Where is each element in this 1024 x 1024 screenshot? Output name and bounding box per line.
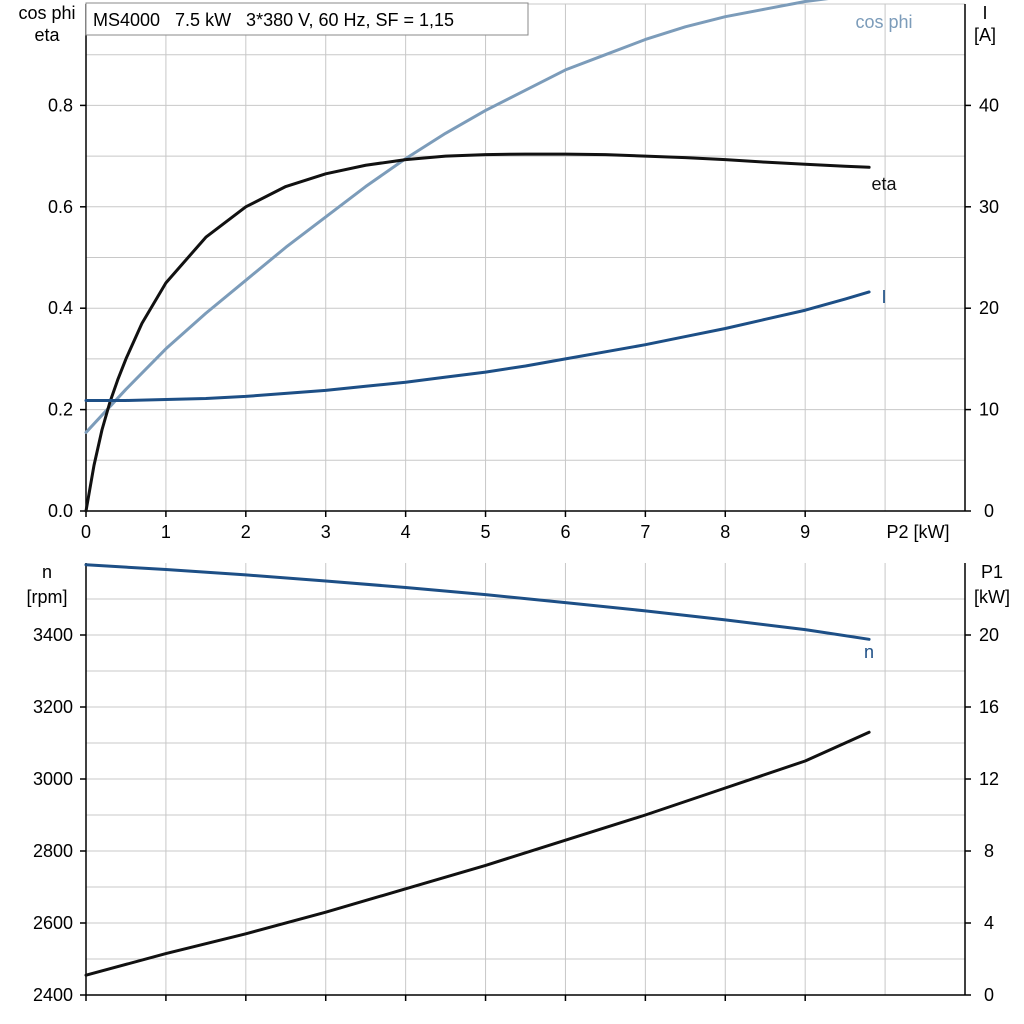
y-right-axis-label: [A]: [974, 25, 996, 45]
y-right-tick-label: 20: [979, 298, 999, 318]
y-right-tick-label: 4: [984, 913, 994, 933]
y-left-tick-label: 3000: [33, 769, 73, 789]
x-axis-label: P2 [kW]: [886, 522, 949, 542]
series-label-n: n: [864, 642, 874, 662]
lower-plot: 2400 2600 2800 3000 3200 3400 0 4 8 12 16 20 n [rpm] P…: [26, 562, 1010, 1005]
y-right-axis-label: P1: [981, 562, 1003, 582]
y-left-tick-label: 0.6: [48, 197, 73, 217]
y-left-tick-label: 3200: [33, 697, 73, 717]
y-right-tick-label: 0: [984, 985, 994, 1005]
series-line-cos-phi: [84, 0, 829, 434]
y-right-tick-label: 10: [979, 400, 999, 420]
y-right-tick-label: 0: [984, 501, 994, 521]
series-label-cos-phi: cos phi: [855, 12, 912, 32]
y-right-axis-label: I: [982, 3, 987, 23]
x-tick-label: 4: [401, 522, 411, 542]
y-right-axis-label: [kW]: [974, 587, 1010, 607]
y-left-tick-label: 0.8: [48, 95, 73, 115]
x-tick-label: 1: [161, 522, 171, 542]
series-label-i: I: [881, 287, 886, 307]
y-right-tick-label: 16: [979, 697, 999, 717]
y-right-tick-label: 8: [984, 841, 994, 861]
x-tick-label: 3: [321, 522, 331, 542]
series-line-i: [84, 290, 871, 402]
title-box: MS4000 7.5 kW 3*380 V, 60 Hz, SF = 1,15: [85, 2, 529, 36]
y-left-tick-label: 0.2: [48, 400, 73, 420]
y-left-tick-label: 2600: [33, 913, 73, 933]
x-tick-label: 2: [241, 522, 251, 542]
series-line-n: [84, 563, 871, 641]
x-tick-label: 6: [560, 522, 570, 542]
y-left-tick-label: 0.4: [48, 298, 73, 318]
y-right-tick-label: 30: [979, 197, 999, 217]
y-left-tick-label: 0.0: [48, 501, 73, 521]
y-left-axis-label: [rpm]: [26, 587, 67, 607]
y-left-axis-label: eta: [34, 25, 60, 45]
series-label-eta: eta: [871, 174, 897, 194]
y-left-tick-label: 2800: [33, 841, 73, 861]
series-line-eta: [84, 152, 871, 513]
y-left-axis-label: n: [42, 562, 52, 582]
title-box-frame: [85, 2, 529, 36]
x-tick-label: 9: [800, 522, 810, 542]
x-tick-label: 7: [640, 522, 650, 542]
series-line-series-2: [84, 730, 871, 977]
y-right-tick-label: 40: [979, 95, 999, 115]
y-left-axis-label: cos phi: [18, 3, 75, 23]
x-tick-label: 8: [720, 522, 730, 542]
x-tick-label: 5: [481, 522, 491, 542]
y-left-tick-label: 3400: [33, 625, 73, 645]
y-left-tick-label: 2400: [33, 985, 73, 1005]
y-right-tick-label: 20: [979, 625, 999, 645]
chart-title: MS4000 7.5 kW 3*380 V, 60 Hz, SF = 1,15: [93, 10, 454, 30]
x-tick-label: 0: [81, 522, 91, 542]
y-right-tick-label: 12: [979, 769, 999, 789]
